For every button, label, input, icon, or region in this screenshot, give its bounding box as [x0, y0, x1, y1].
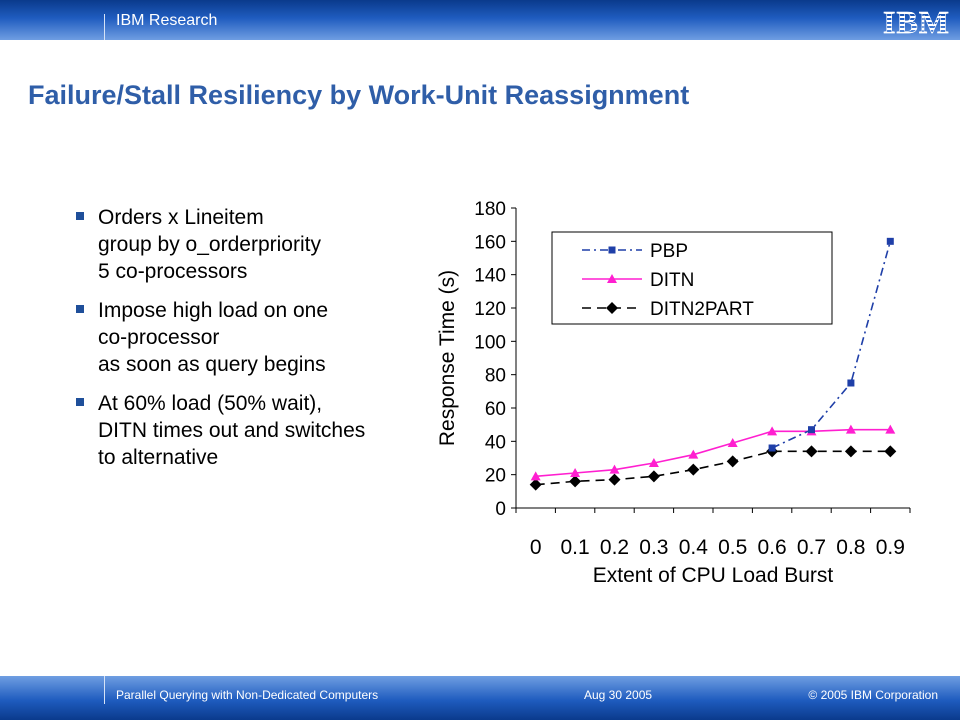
footer-presentation-title: Parallel Querying with Non-Dedicated Com…	[116, 688, 379, 702]
bullet-item: Orders x Lineitem group by o_orderpriori…	[76, 204, 446, 285]
data-point-pbp	[768, 444, 776, 452]
ibm-logo: IBM	[883, 4, 950, 41]
footer-copyright: © 2005 IBM Corporation	[808, 688, 938, 702]
footer-divider	[104, 676, 105, 704]
bullet-square-icon	[76, 212, 84, 220]
legend-swatch-marker	[607, 274, 617, 283]
bullet-line: Orders x Lineitem	[98, 206, 264, 229]
bullet-line: DITN times out and switches	[98, 419, 366, 442]
bullet-line: group by o_orderpriority	[98, 233, 321, 256]
bullet-square-icon	[76, 398, 84, 406]
y-tick-label: 180	[474, 199, 506, 220]
y-axis-title: Response Time (s)	[436, 270, 459, 446]
y-tick-label: 160	[474, 232, 506, 253]
footer-date: Aug 30 2005	[584, 688, 653, 702]
bullet-item: Impose high load on one co-processor as …	[76, 297, 446, 378]
y-tick-label: 120	[474, 299, 506, 320]
series-line-ditn2part	[535, 450, 891, 486]
bullet-item: At 60% load (50% wait), DITN times out a…	[76, 390, 446, 471]
data-point-ditn2part	[884, 445, 897, 458]
x-tick-label: 0.5	[718, 536, 747, 559]
data-point-ditn2part	[529, 478, 542, 491]
header-divider	[104, 14, 105, 40]
y-tick-label: 0	[495, 499, 506, 520]
legend-label: DITN2PART	[650, 299, 754, 320]
data-point-ditn	[688, 449, 699, 459]
data-point-ditn2part	[608, 473, 621, 486]
header-org-label: IBM Research	[116, 12, 218, 29]
x-tick-label: 0.6	[757, 536, 786, 559]
legend-swatch-marker	[608, 246, 616, 254]
data-point-ditn2part	[726, 455, 739, 468]
x-tick-label: 0.1	[560, 536, 589, 559]
data-point-ditn	[570, 468, 581, 477]
bullet-line: At 60% load (50% wait),	[98, 392, 323, 415]
x-tick-label: 0.8	[836, 536, 865, 559]
data-point-ditn2part	[844, 445, 857, 458]
data-point-ditn	[845, 424, 856, 434]
bullet-list: Orders x Lineitem group by o_orderpriori…	[76, 204, 446, 483]
bullet-line: 5 co-processors	[98, 260, 248, 283]
data-point-ditn2part	[687, 463, 700, 476]
data-point-ditn	[767, 426, 778, 436]
slide-title: Failure/Stall Resiliency by Work-Unit Re…	[28, 80, 690, 110]
x-tick-label: 0.2	[600, 536, 629, 559]
data-point-ditn2part	[805, 445, 818, 458]
data-point-pbp	[847, 379, 855, 387]
series-line-ditn	[535, 428, 891, 478]
y-tick-label: 100	[474, 332, 506, 353]
data-point-ditn2part	[647, 470, 660, 483]
data-point-pbp	[808, 426, 815, 434]
legend-label: DITN	[650, 270, 694, 291]
footer-bar: Parallel Querying with Non-Dedicated Com…	[0, 676, 960, 720]
data-point-ditn	[530, 471, 541, 481]
data-point-ditn	[609, 464, 620, 474]
header-bar: IBM Research IBM	[0, 0, 960, 40]
bullet-line: Impose high load on one	[98, 299, 329, 322]
x-tick-label: 0	[530, 536, 542, 559]
data-point-ditn	[648, 458, 659, 467]
y-tick-label: 80	[485, 366, 506, 387]
x-tick-label: 0.7	[797, 536, 826, 559]
y-tick-label: 60	[485, 399, 506, 420]
legend-label: PBP	[650, 241, 688, 262]
response-time-chart: 0 20 40 60 80 100 120 140 160 180 0 0.1 0.2 0.3 0.4 0.5…	[436, 199, 911, 587]
y-tick-label: 40	[485, 432, 506, 453]
bullet-line: to alternative	[98, 446, 219, 469]
x-tick-label: 0.9	[876, 536, 905, 559]
bullet-line: co-processor	[98, 326, 220, 349]
data-point-ditn	[727, 438, 738, 447]
y-tick-label: 140	[474, 266, 506, 287]
data-point-ditn	[885, 424, 896, 434]
x-tick-label: 0.4	[679, 536, 709, 559]
data-point-ditn2part	[569, 475, 582, 488]
x-tick-label: 0.3	[639, 536, 668, 559]
x-axis-title: Extent of CPU Load Burst	[593, 564, 834, 587]
bullet-line: as soon as query begins	[98, 353, 326, 376]
bullet-square-icon	[76, 305, 84, 313]
series-line-pbp	[771, 241, 892, 449]
legend-swatch-marker	[606, 302, 618, 314]
y-tick-label: 20	[485, 466, 506, 487]
data-point-pbp	[886, 237, 894, 245]
